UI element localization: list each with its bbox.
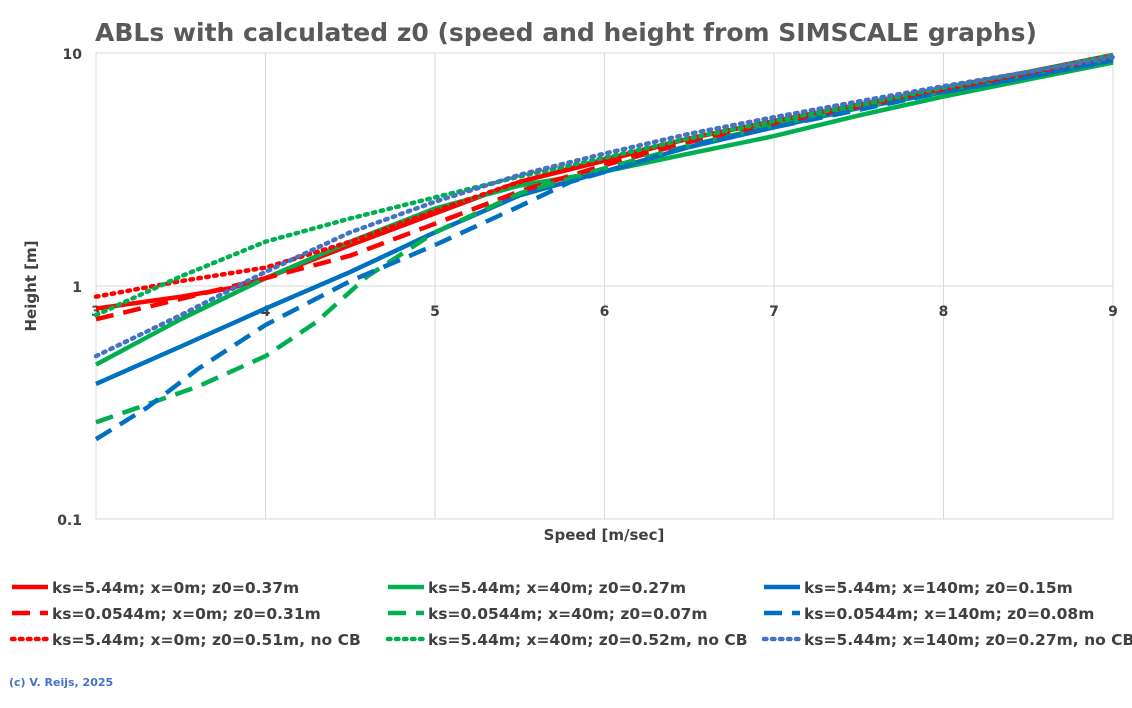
chart-title: ABLs with calculated z0 (speed and heigh… (95, 18, 1037, 47)
y-tick-label: 1 (72, 280, 82, 296)
legend-label-1: ks=5.44m; x=0m; z0=0.37m (52, 579, 299, 597)
legend: ks=5.44m; x=0m; z0=0.37m ks=5.44m; x=40m;… (9, 579, 1132, 649)
legend-label-7: ks=5.44m; x=0m; z0=0.51m, no CB (52, 631, 361, 649)
legend-label-5: ks=0.0544m; x=40m; z0=0.07m (428, 605, 708, 623)
y-axis-label: Height [m] (22, 240, 40, 331)
series-layer (93, 52, 1116, 442)
legend-label-2: ks=5.44m; x=40m; z0=0.27m (428, 579, 686, 597)
legend-label-6: ks=0.0544m; x=140m; z0=0.08m (804, 605, 1094, 623)
series-line-5 (95, 55, 1114, 425)
x-tick-label: 4 (261, 304, 271, 320)
y-tick-label: 10 (63, 47, 83, 63)
legend-label-8: ks=5.44m; x=40m; z0=0.52m, no CB (428, 631, 748, 649)
x-tick-label: 5 (430, 304, 440, 320)
legend-label-3: ks=5.44m; x=140m; z0=0.15m (804, 579, 1073, 597)
x-tick-label: 3 (91, 304, 101, 320)
y-tick-label: 0.1 (57, 513, 82, 529)
x-tick-label: 6 (600, 304, 610, 320)
x-axis-label: Speed [m/sec] (544, 526, 665, 544)
legend-label-9: ks=5.44m; x=140m; z0=0.27m, no CB (804, 631, 1132, 649)
y-axis-ticks: 0.1 1 10 (57, 47, 82, 529)
series-line-6 (94, 57, 1114, 442)
x-axis-ticks: 3 4 5 6 7 8 9 (91, 304, 1118, 320)
series-line-9 (93, 54, 1116, 359)
x-tick-label: 7 (769, 304, 779, 320)
x-tick-label: 8 (939, 304, 949, 320)
credit-text: (c) V. Reijs, 2025 (9, 676, 114, 689)
plot-area (95, 52, 1114, 520)
legend-label-4: ks=0.0544m; x=0m; z0=0.31m (52, 605, 321, 623)
x-tick-label: 9 (1108, 304, 1118, 320)
